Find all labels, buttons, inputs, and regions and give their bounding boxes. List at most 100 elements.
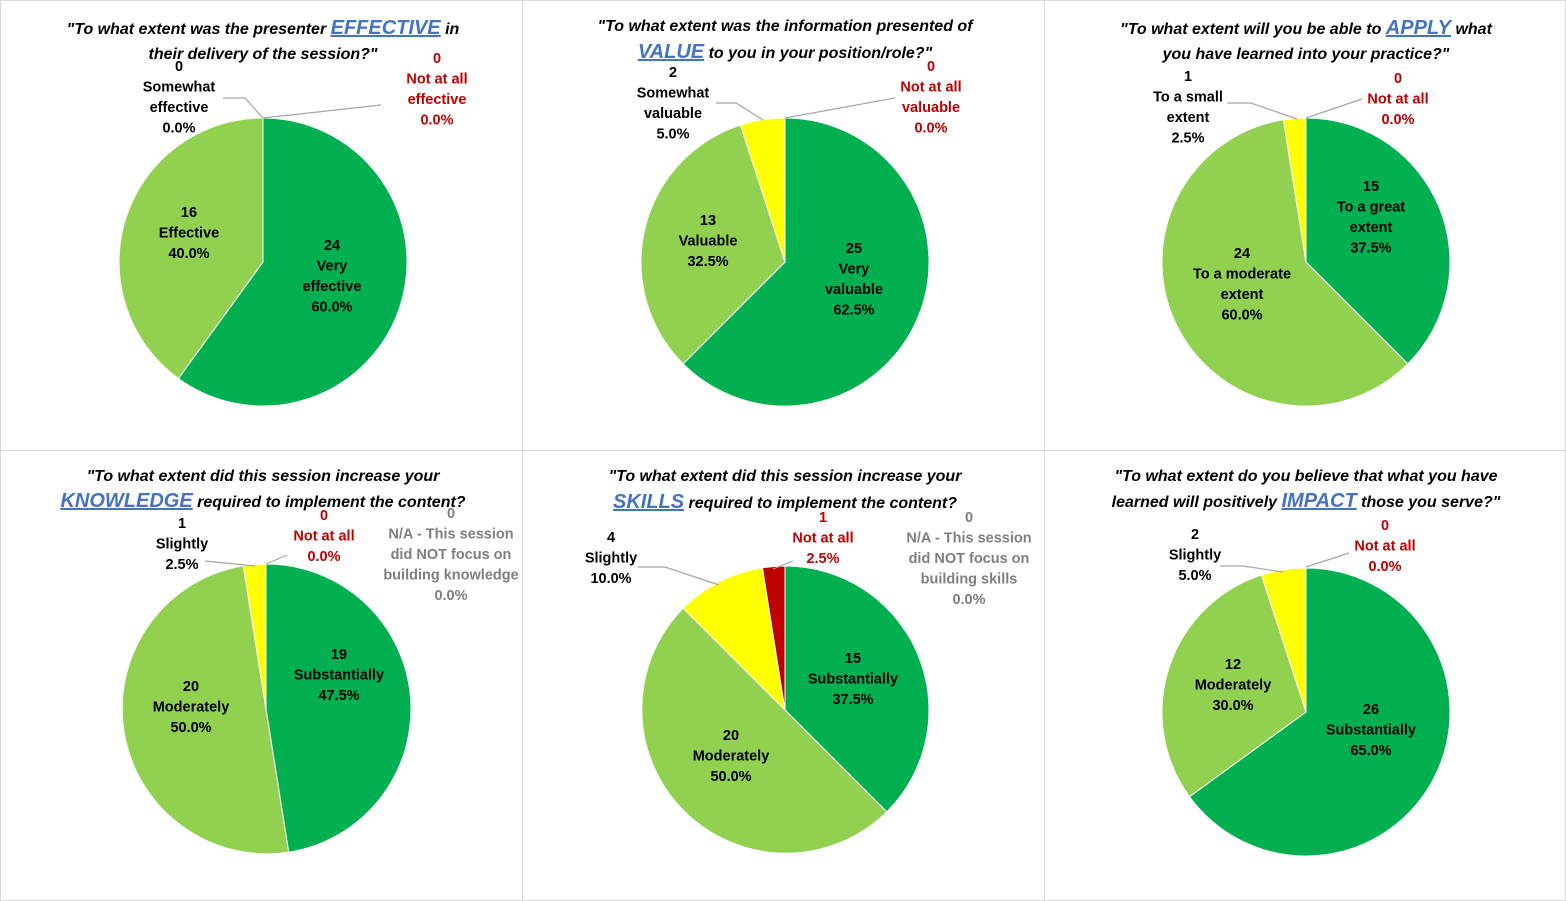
chart-title-text: "To what extent did this session increas…: [87, 468, 441, 485]
data-label-n-a-this-session-did-not-focus-on-building-knowledge: 0 N/A - This session did NOT focus on build…: [383, 506, 518, 604]
pie-slice-substantially: [265, 563, 412, 853]
pie-slice-slightly: [1260, 567, 1307, 713]
data-label-to-a-small-extent: 1 To a small extent 2.5%: [1153, 69, 1223, 147]
data-label-valuable: 13 Valuable 32.5%: [679, 213, 738, 270]
chart-title-line: KNOWLEDGE required to implement the cont…: [60, 490, 465, 512]
chart-title-line: "To what extent will you be able to APPL…: [1120, 17, 1492, 39]
chart-title-line: SKILLS required to implement the content…: [613, 491, 957, 513]
pie-slice-very-effective: [177, 117, 408, 407]
data-label-substantially: 15 Substantially 37.5%: [808, 651, 898, 708]
leader-line: [772, 560, 794, 570]
pie-slice-not-at-all: [761, 565, 786, 711]
leader-line: [262, 104, 382, 119]
chart-title-line: VALUE to you in your position/role?": [638, 41, 933, 63]
leader-line: [638, 566, 720, 586]
chart-panel-impact: "To what extent do you believe that what…: [1044, 450, 1566, 901]
data-label-effective: 16 Effective 40.0%: [159, 205, 219, 262]
leader-line: [223, 97, 264, 119]
chart-title-line: you have learned into your practice?": [1162, 46, 1450, 63]
chart-title-emphasis: SKILLS: [613, 491, 685, 513]
chart-panel-value: "To what extent was the information pres…: [522, 0, 1045, 451]
pie-slice-slightly: [242, 563, 267, 710]
chart-title-text: you have learned into your practice?": [1162, 46, 1450, 63]
pie-slice-slightly: [682, 567, 786, 712]
data-label-somewhat-effective: 0 Somewhat effective 0.0%: [143, 59, 216, 137]
leader-line: [716, 102, 764, 121]
chart-title-text: learned will positively: [1112, 494, 1282, 511]
data-label-very-valuable: 25 Very valuable 62.5%: [825, 241, 883, 319]
pie: [1161, 567, 1451, 857]
data-label-slightly: 4 Slightly 10.0%: [585, 530, 637, 587]
chart-title-line: "To what extent did this session increas…: [609, 468, 963, 485]
data-label-moderately: 12 Moderately 30.0%: [1195, 657, 1272, 714]
pie-slice-moderately: [1161, 574, 1307, 798]
data-label-substantially: 26 Substantially 65.0%: [1326, 702, 1416, 759]
chart-title-text: "To what extent do you believe that what…: [1114, 468, 1497, 485]
pie: [121, 563, 412, 855]
leader-line: [1220, 565, 1284, 573]
pie-slice-substantially: [784, 565, 930, 813]
pie-chart-svg: "To what extent was the information pres…: [597, 18, 974, 407]
data-label-not-at-all-valuable: 0 Not at all valuable 0.0%: [900, 59, 961, 137]
chart-title-line: "To what extent did this session increas…: [87, 468, 441, 485]
chart-title-text: those you serve?": [1357, 494, 1501, 511]
data-label-not-at-all: 1 Not at all 2.5%: [792, 510, 853, 567]
chart-title-line: learned will positively IMPACT those you…: [1112, 490, 1501, 512]
chart-panel-skills: "To what extent did this session increas…: [522, 450, 1045, 901]
data-label-to-a-moderate-extent: 24 To a moderate extent 60.0%: [1193, 246, 1291, 324]
data-label-not-at-all: 0 Not at all 0.0%: [293, 508, 354, 565]
chart-title-emphasis: KNOWLEDGE: [60, 490, 193, 512]
pie-slice-moderately: [641, 607, 888, 854]
chart-title-text: in: [441, 21, 460, 38]
chart-panel-effective: "To what extent was the presenter EFFECT…: [0, 0, 523, 451]
data-label-not-at-all: 0 Not at all 0.0%: [1354, 518, 1415, 575]
pie-slice-substantially: [1188, 567, 1451, 857]
chart-title-emphasis: EFFECTIVE: [331, 17, 442, 39]
data-label-substantially: 19 Substantially 47.5%: [294, 647, 384, 704]
chart-title-text: "To what extent will you be able to: [1120, 21, 1386, 38]
pie-slice-effective: [118, 117, 264, 380]
data-label-not-at-all: 0 Not at all 0.0%: [1367, 71, 1428, 128]
chart-title-emphasis: VALUE: [638, 41, 705, 63]
pie: [118, 117, 408, 407]
chart-title-line: "To what extent was the information pres…: [597, 18, 974, 35]
chart-title-line: "To what extent do you believe that what…: [1114, 468, 1497, 485]
pie-slice-very-valuable: [682, 117, 930, 407]
pie: [641, 565, 930, 854]
chart-title-text: "To what extent was the presenter: [67, 21, 331, 38]
chart-title-emphasis: APPLY: [1385, 17, 1453, 39]
chart-title-line: "To what extent was the presenter EFFECT…: [67, 17, 460, 39]
chart-panel-knowledge: "To what extent did this session increas…: [0, 450, 523, 901]
pie: [640, 117, 930, 407]
pie: [1161, 117, 1451, 407]
pie-slice-to-a-great-extent: [1305, 117, 1451, 365]
data-label-very-effective: 24 Very effective 60.0%: [303, 238, 362, 316]
pie-chart-svg: "To what extent did this session increas…: [60, 468, 519, 855]
leader-line: [1305, 552, 1350, 568]
leader-line: [1305, 98, 1363, 119]
chart-title-line: their delivery of the session?": [149, 46, 378, 63]
chart-title-text: "To what extent was the information pres…: [597, 18, 974, 35]
pie-chart-svg: "To what extent did this session increas…: [585, 468, 1032, 854]
pie-slice-to-a-moderate-extent: [1161, 119, 1409, 407]
pie-slice-valuable: [640, 124, 786, 365]
chart-title-text: their delivery of the session?": [149, 46, 378, 63]
chart-title-text: "To what extent did this session increas…: [609, 468, 963, 485]
chart-panel-apply: "To what extent will you be able to APPL…: [1044, 0, 1566, 451]
chart-title-text: required to implement the content?: [684, 495, 957, 512]
data-label-to-a-great-extent: 15 To a great extent 37.5%: [1337, 179, 1405, 257]
pie-slice-moderately: [121, 565, 290, 855]
leader-line: [265, 554, 288, 565]
data-label-n-a-this-session-did-not-focus-on-building-skills: 0 N/A - This session did NOT focus on build…: [906, 510, 1031, 608]
chart-title-emphasis: IMPACT: [1282, 490, 1359, 512]
leader-line: [1227, 102, 1298, 120]
data-label-moderately: 20 Moderately 50.0%: [693, 728, 770, 785]
pie-chart-svg: "To what extent will you be able to APPL…: [1120, 17, 1493, 407]
chart-title-text: to you in your position/role?": [704, 45, 932, 62]
data-label-moderately: 20 Moderately 50.0%: [153, 679, 230, 736]
pie-chart-svg: "To what extent do you believe that what…: [1112, 468, 1501, 857]
leader-line: [784, 97, 896, 119]
chart-title-text: required to implement the content?: [193, 494, 466, 511]
data-label-not-at-all-effective: 0 Not at all effective 0.0%: [406, 51, 467, 129]
